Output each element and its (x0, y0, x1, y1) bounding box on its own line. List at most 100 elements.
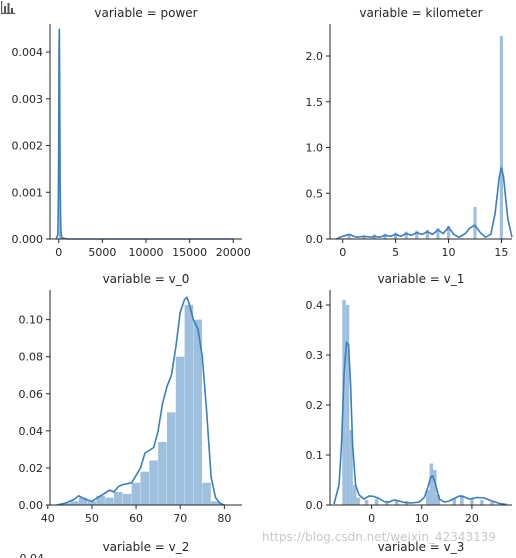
histogram-bars (347, 35, 504, 239)
y-tick-label: 0.002 (12, 140, 44, 153)
y-tick-label: 1.5 (306, 96, 324, 109)
histogram-bar (352, 485, 357, 505)
histogram-bar (374, 499, 379, 505)
histogram-bar (345, 305, 350, 505)
x-tick-label: 50 (85, 512, 99, 525)
histogram-bar (158, 441, 167, 505)
histogram-bar (433, 470, 437, 505)
facet-panel-1: variable = power 0.000 0.001 0.002 0.003 0.00… (12, 6, 251, 259)
y-tick-label: 2.0 (306, 50, 324, 63)
x-tick-label: 20 (465, 512, 479, 525)
histogram-bar (429, 463, 434, 505)
bar-chart-icon (1, 1, 15, 14)
histogram-bar (426, 490, 430, 505)
histogram-bars (61, 304, 220, 505)
panel-title: variable = v_0 (103, 272, 190, 286)
histogram-bar (436, 495, 441, 505)
histogram-bar (470, 499, 474, 505)
histogram-bar (364, 500, 369, 505)
y-tick-label: 1.0 (306, 142, 324, 155)
panel-title: variable = kilometer (359, 6, 482, 20)
histogram-bar (415, 230, 419, 239)
x-tick-label: 15000 (172, 246, 207, 259)
histogram-bar (61, 503, 70, 505)
histogram-bar (131, 482, 141, 505)
panel-title: variable = v_3 (378, 540, 465, 554)
histogram-bar (347, 234, 351, 239)
x-tick-label: 0 (368, 512, 375, 525)
x-tick-label: 40 (41, 512, 55, 525)
y-tick-label: 0.4 (306, 299, 324, 312)
y-tick-label: 0.001 (12, 186, 44, 199)
histogram-bar (404, 231, 408, 239)
histogram-bars (342, 300, 494, 505)
x-tick-label: 5 (392, 246, 399, 259)
kde-curve (55, 28, 234, 240)
y-tick-label: 0.3 (306, 349, 324, 362)
y-tick-label: 0.04 (19, 425, 44, 438)
y-tick-label: 0.04 (20, 552, 45, 558)
y-tick-label: 0.5 (306, 187, 324, 200)
kde-curve (56, 296, 225, 506)
facet-panel-5: variable = v_2 0.04 (20, 540, 190, 558)
histogram-bar (452, 499, 457, 505)
histogram-bar (384, 501, 389, 505)
panel-title: variable = v_1 (378, 272, 465, 286)
x-tick-label: 0 (339, 246, 346, 259)
panel-title: variable = v_2 (103, 540, 190, 554)
histogram-bar (78, 497, 88, 505)
histogram-bar (105, 497, 114, 505)
kde-curve (335, 167, 513, 240)
x-tick-label: 0 (55, 246, 62, 259)
x-tick-label: 10000 (129, 246, 164, 259)
y-tick-label: 0.1 (306, 449, 324, 462)
histogram-bar (166, 412, 176, 505)
histogram-bar (140, 471, 150, 505)
x-tick-label: 20000 (216, 246, 251, 259)
y-tick-label: 0.02 (19, 462, 44, 475)
histogram-bar (202, 482, 211, 505)
x-tick-label: 5000 (88, 246, 116, 259)
y-tick-label: 0.0 (306, 233, 324, 246)
y-tick-label: 0.08 (19, 351, 44, 364)
y-tick-label: 0.00 (19, 499, 44, 512)
histogram-bar (490, 502, 494, 505)
facet-panel-6: variable = v_3 (378, 540, 465, 554)
y-tick-label: 0.0 (306, 499, 324, 512)
histogram-bar (184, 304, 194, 505)
y-tick-label: 0.06 (19, 388, 44, 401)
x-tick-label: 10 (442, 246, 456, 259)
histogram-bar (394, 500, 399, 505)
histogram-bar (149, 460, 158, 505)
facet-panel-3: variable = v_0 0.00 0.02 0.04 0.06 0.08 0.10 40… (19, 272, 242, 525)
histogram-bar (446, 226, 451, 239)
histogram-bar (436, 228, 440, 239)
histogram-bar (96, 495, 105, 505)
y-tick-label: 0.2 (306, 399, 324, 412)
histogram-bar (499, 35, 504, 239)
facet-panel-2: variable = kilometer 0.0 0.5 1.0 1.5 2.0 0 5 10 1… (306, 6, 513, 259)
histogram-bar (349, 430, 353, 505)
histogram-bar (394, 232, 398, 239)
histogram-bar (362, 235, 366, 239)
y-tick-label: 0.000 (12, 233, 44, 246)
histogram-bar (342, 300, 346, 505)
histogram-bar (383, 233, 387, 239)
x-tick-label: 80 (217, 512, 231, 525)
histogram-bar (473, 206, 477, 239)
histogram-bar (480, 500, 484, 505)
kde-curve (333, 340, 508, 506)
histogram-bar (356, 497, 360, 505)
histogram-bar (193, 319, 202, 505)
x-tick-label: 15 (494, 246, 508, 259)
facet-panel-4: variable = v_1 0.0 0.1 0.2 0.3 0.4 0 10 20 (306, 272, 512, 525)
y-tick-label: 0.10 (19, 314, 44, 327)
histogram-bar (211, 501, 220, 505)
x-tick-label: 60 (129, 512, 143, 525)
watermark-text: https://blog.csdn.net/weixin_42343139 (262, 530, 497, 544)
histogram-bar (69, 501, 79, 505)
histogram-bar (114, 492, 123, 505)
histogram-bar (87, 501, 97, 505)
panel-title: variable = power (94, 6, 197, 20)
